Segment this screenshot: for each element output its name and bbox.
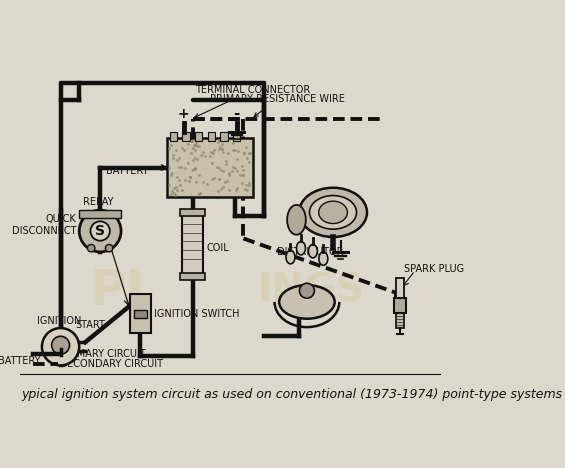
Ellipse shape [310, 196, 357, 229]
Text: SPARK PLUG: SPARK PLUG [404, 264, 464, 274]
Text: +: + [178, 107, 190, 121]
Text: START: START [76, 320, 106, 329]
Text: PRIMARY CIRCUIT: PRIMARY CIRCUIT [62, 349, 146, 359]
Bar [207, 132, 215, 141]
Ellipse shape [299, 188, 367, 237]
Bar [397, 313, 404, 328]
Text: PI: PI [89, 267, 144, 315]
Bar [130, 294, 151, 333]
Ellipse shape [287, 205, 306, 235]
Bar [79, 210, 121, 218]
Text: INGS: INGS [257, 272, 364, 310]
Text: -: - [233, 106, 240, 121]
Text: IGNITION: IGNITION [37, 316, 81, 326]
Bar [167, 138, 253, 197]
Text: PRIMARY RESISTANCE WIRE: PRIMARY RESISTANCE WIRE [210, 94, 345, 117]
Circle shape [90, 221, 110, 241]
Circle shape [51, 336, 69, 354]
Circle shape [88, 244, 95, 252]
Ellipse shape [308, 244, 318, 258]
Ellipse shape [297, 241, 306, 255]
Text: SECONDARY CIRCUIT: SECONDARY CIRCUIT [62, 359, 163, 369]
Bar [195, 132, 202, 141]
Ellipse shape [319, 201, 347, 224]
Text: BATTERY: BATTERY [106, 166, 149, 176]
Bar [233, 132, 241, 141]
Text: QUICK
DISCONNECT: QUICK DISCONNECT [12, 214, 76, 236]
FancyBboxPatch shape [394, 298, 406, 313]
Ellipse shape [319, 252, 328, 265]
Bar [134, 310, 147, 318]
Circle shape [299, 283, 314, 298]
Text: BATTERY: BATTERY [0, 356, 41, 366]
Bar [180, 209, 206, 216]
Text: RELAY: RELAY [84, 197, 114, 207]
Text: ypical ignition system circuit as used on conventional (1973-1974) point-type sy: ypical ignition system circuit as used o… [22, 388, 565, 401]
Bar [182, 215, 203, 274]
Bar [180, 273, 206, 280]
Bar [182, 132, 190, 141]
Circle shape [105, 244, 113, 252]
Circle shape [42, 328, 79, 366]
Ellipse shape [279, 285, 334, 319]
Text: COIL: COIL [207, 243, 229, 253]
Bar [397, 278, 404, 302]
Bar [170, 132, 177, 141]
Text: S: S [95, 224, 105, 238]
Bar [220, 132, 228, 141]
Ellipse shape [286, 250, 295, 264]
Circle shape [79, 210, 121, 252]
Text: IGNITION SWITCH: IGNITION SWITCH [154, 309, 240, 319]
Text: DISTRIBUTOR: DISTRIBUTOR [277, 247, 344, 256]
Text: TERMINAL CONNECTOR: TERMINAL CONNECTOR [195, 85, 310, 117]
